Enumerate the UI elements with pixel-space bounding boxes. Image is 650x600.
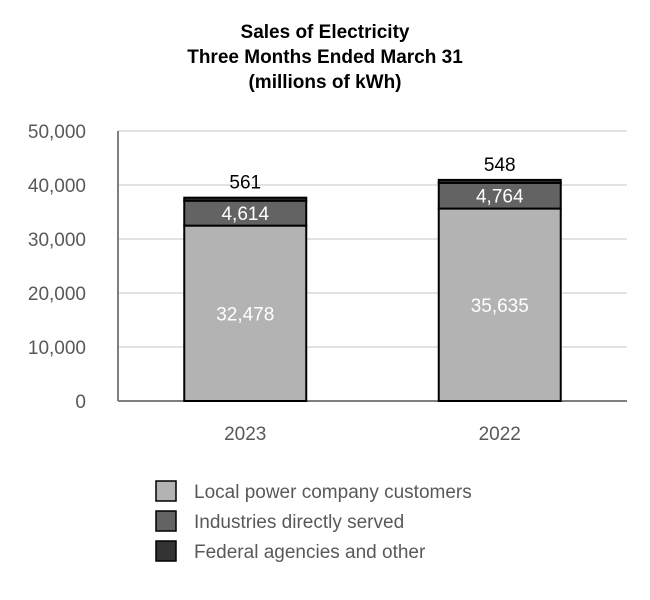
legend-swatch [155, 540, 177, 562]
bar-segment-local-power-2023 [183, 224, 308, 402]
bar-segment-industries-2022 [437, 181, 562, 210]
y-tick-label: 30,000 [28, 230, 86, 251]
data-label: 561 [229, 173, 261, 194]
data-label: 4,764 [476, 187, 524, 208]
legend: Local power company customers Industries … [155, 480, 472, 563]
data-label: 32,478 [216, 304, 274, 325]
data-label: 35,635 [471, 296, 529, 317]
y-tick-label: 0 [75, 392, 86, 413]
chart-title-line-1: Sales of Electricity [241, 22, 410, 43]
y-tick-label: 40,000 [28, 176, 86, 197]
bar-segment-federal-2023 [183, 196, 308, 202]
bar-segment-federal-2022 [437, 178, 562, 184]
y-tick-label: 20,000 [28, 284, 86, 305]
data-label: 548 [484, 155, 516, 176]
legend-label: Industries directly served [194, 512, 404, 533]
chart-title-line-3: (millions of kWh) [248, 72, 401, 93]
data-label: 4,614 [221, 204, 269, 225]
chart-title-line-2: Three Months Ended March 31 [187, 47, 463, 68]
legend-label: Local power company customers [194, 482, 472, 503]
x-tick-label: 2023 [224, 424, 266, 445]
bar-segment-industries-2023 [183, 199, 308, 227]
legend-label: Federal agencies and other [194, 542, 426, 563]
y-tick-label: 10,000 [28, 338, 86, 359]
bar-segment-local-power-2022 [437, 207, 562, 402]
legend-swatch [155, 510, 177, 532]
plot-area: 0 10,000 20,000 30,000 40,000 50,000 32,478 4,6… [28, 122, 627, 445]
y-tick-label: 50,000 [28, 122, 86, 143]
x-tick-label: 2022 [479, 424, 521, 445]
legend-swatch [155, 480, 177, 502]
